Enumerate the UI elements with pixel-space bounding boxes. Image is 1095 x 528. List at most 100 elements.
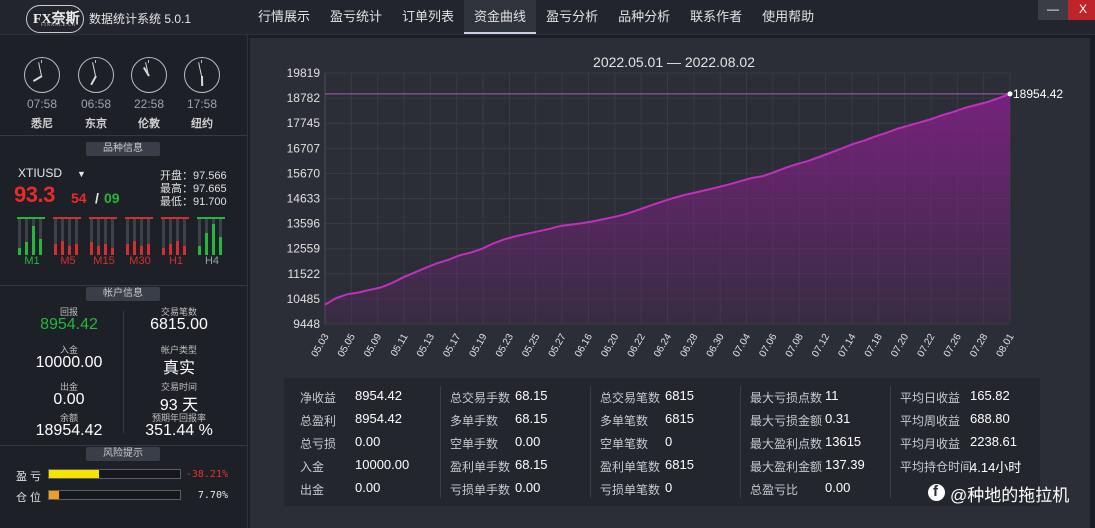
timeframe-meter — [89, 217, 119, 255]
tab-3[interactable]: 资金曲线 — [464, 0, 537, 34]
tab-0[interactable]: 行情展示 — [258, 9, 311, 24]
meter-bar — [198, 246, 201, 255]
clock-time: 22:58 — [133, 97, 165, 111]
meter-track — [39, 219, 42, 255]
account-value: 93 天 — [159, 397, 199, 414]
main-tabs: 行情展示 盈亏统计 订单列表 资金曲线 盈亏分析 品种分析 联系作者 使用帮助 — [248, 0, 824, 34]
timeframe-label[interactable]: M15 — [93, 255, 115, 267]
stat-label: 最大亏损金额 — [750, 414, 823, 428]
meter-bar — [111, 248, 114, 255]
symbol-dropdown-icon[interactable]: ▼ — [77, 169, 86, 179]
logo-text: FX奈斯 — [33, 12, 80, 27]
clock-time: 06:58 — [80, 97, 112, 111]
stat-label: 最大盈利点数 — [750, 437, 823, 451]
meter-bar — [162, 248, 165, 255]
meter-track — [25, 219, 28, 255]
meter-track — [68, 219, 71, 255]
stat-value: 68.15 — [515, 457, 548, 472]
meter-bar — [219, 237, 222, 255]
meter-top-strip — [89, 217, 117, 219]
clock-city: 纽约 — [191, 118, 213, 130]
stat-label: 平均持仓时间 — [900, 460, 973, 474]
account-label: 入金 — [59, 345, 78, 355]
stat-label: 平均日收益 — [900, 391, 961, 405]
clock-hour-hand — [201, 75, 204, 87]
world-clocks: 07:58 悉尼 06:58 东京 22:58 伦敦 17:58 纽约 — [0, 35, 247, 136]
account-label: 帐户类型 — [160, 345, 197, 355]
meter-track — [198, 219, 201, 255]
meter-track — [183, 219, 186, 255]
meter-bar — [18, 248, 21, 255]
price-main: 93.3 — [14, 182, 55, 207]
clock-minute-hand — [198, 62, 202, 77]
meter-top-strip — [197, 217, 225, 219]
meter-bar — [183, 246, 186, 255]
sidebar: 07:58 悉尼 06:58 东京 22:58 伦敦 17:58 纽约 品种信息 XTIUSD… — [0, 35, 248, 528]
tab-5[interactable]: 品种分析 — [618, 9, 671, 24]
timeframe-label[interactable]: H4 — [204, 255, 220, 267]
app-title: 数据统计系统 5.0.1 — [89, 12, 192, 26]
meter-bar — [61, 241, 64, 255]
stat-value: 0.00 — [355, 434, 381, 449]
clock-hour-hand — [32, 75, 43, 83]
account-value: 8954.42 — [40, 316, 98, 333]
timeframe-label[interactable]: M1 — [24, 255, 40, 267]
account-label: 交易时间 — [160, 382, 197, 392]
meter-track — [111, 219, 114, 255]
meter-bar — [68, 246, 71, 255]
close-button[interactable]: X — [1068, 0, 1095, 20]
timeframe-meter — [17, 217, 47, 255]
tab-7[interactable]: 使用帮助 — [762, 9, 815, 24]
risk-value: 7.70% — [197, 490, 228, 501]
open-price: 开盘：97.566 — [160, 170, 227, 182]
price-separator: / — [95, 190, 99, 206]
price-spread: 09 — [104, 190, 120, 206]
stat-value: 0.00 — [825, 480, 851, 495]
risk-value: -38.21% — [185, 469, 228, 480]
account-label: 出金 — [59, 382, 78, 392]
app-logo: FX奈斯 FINANCE CN — [26, 5, 84, 33]
meter-bar — [104, 244, 107, 255]
clock-city: 伦敦 — [138, 118, 160, 130]
minimize-button[interactable]: — — [1038, 0, 1068, 20]
clock-tick — [201, 60, 202, 63]
stat-value: 0.31 — [825, 411, 851, 426]
meter-track — [104, 219, 107, 255]
clock-hour-hand — [90, 75, 97, 86]
meter-track — [176, 219, 179, 255]
stat-label: 总盈利 — [300, 414, 337, 428]
account-value: 6815.00 — [150, 316, 208, 333]
stat-value: 2238.61 — [970, 434, 1017, 449]
meter-track — [133, 219, 136, 255]
meter-top-strip — [53, 217, 81, 219]
meter-bar — [140, 246, 143, 255]
stat-value: 688.80 — [970, 411, 1010, 426]
account-label: 余额 — [59, 413, 78, 423]
meter-track — [75, 219, 78, 255]
meter-track — [90, 219, 93, 255]
tab-6[interactable]: 联系作者 — [690, 9, 743, 24]
stat-value: 11 — [825, 388, 839, 403]
tab-4[interactable]: 盈亏分析 — [546, 9, 599, 24]
timeframe-label[interactable]: H1 — [168, 255, 184, 267]
timeframe-label[interactable]: M5 — [60, 255, 76, 267]
stat-value: 6815 — [665, 388, 694, 403]
stat-label: 多单笔数 — [600, 414, 649, 428]
clock-icon — [184, 57, 220, 93]
symbol-name[interactable]: XTIUSD — [18, 166, 63, 180]
tab-1[interactable]: 盈亏统计 — [330, 9, 383, 24]
risk-label: 仓 位 — [16, 492, 42, 504]
tab-2[interactable]: 订单列表 — [402, 9, 455, 24]
meter-bar — [212, 224, 215, 255]
account-label: 回报 — [59, 307, 78, 317]
stat-label: 总亏损 — [300, 437, 337, 451]
meter-bar — [147, 244, 150, 255]
risk-title: 风险提示 — [86, 447, 160, 461]
clock-tick — [95, 60, 96, 63]
stat-label: 亏损单手数 — [450, 483, 511, 497]
meter-track — [169, 219, 172, 255]
meter-top-strip — [161, 217, 189, 219]
timeframe-label[interactable]: M30 — [129, 255, 151, 267]
risk-bar — [48, 469, 181, 479]
meter-track — [147, 219, 150, 255]
